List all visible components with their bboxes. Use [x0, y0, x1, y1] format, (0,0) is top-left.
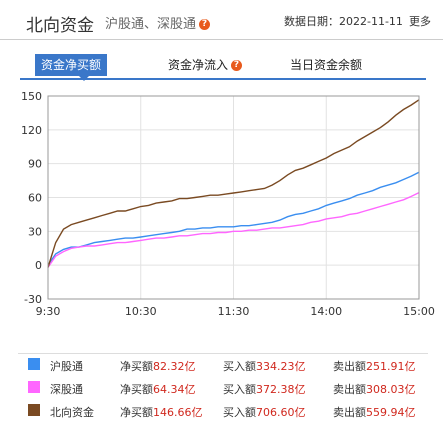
series-line: [47, 99, 420, 268]
subtitle-text: 沪股通、深股通: [105, 17, 197, 32]
x-tick-label: 9:30: [36, 305, 61, 318]
date-value: 2022-11-11: [339, 15, 403, 28]
x-tick-label: 10:30: [125, 305, 157, 318]
tab-bar: 资金净买额 资金净流入? 当日资金余额: [0, 54, 443, 78]
net-buy-value: 82.32亿: [153, 360, 196, 373]
x-axis-labels: 9:30 10:30 11:30 14:00 15:00: [36, 305, 435, 318]
legend-row-north: 北向资金 净买额146.66亿 买入额706.60亿 卖出额559.94亿: [18, 400, 428, 423]
tab-net-inflow[interactable]: 资金净流入?: [168, 54, 243, 76]
active-tab-pointer: [79, 76, 89, 81]
sell-value: 559.94亿: [366, 406, 416, 419]
y-tick-label: -30: [24, 293, 42, 306]
legend-row-sz: 深股通 净买额64.34亿 买入额372.38亿 卖出额308.03亿: [18, 377, 428, 400]
buy-amount: 买入额372.38亿: [223, 381, 306, 397]
y-tick-label: 150: [21, 90, 42, 103]
x-tick-label: 15:00: [403, 305, 435, 318]
sell-value: 308.03亿: [366, 383, 416, 396]
net-buy-label: 净买额: [120, 406, 153, 419]
sell-value: 251.91亿: [366, 360, 416, 373]
net-buy-value: 146.66亿: [153, 406, 203, 419]
buy-value: 372.38亿: [256, 383, 306, 396]
date-label: 数据日期：: [284, 15, 339, 28]
sell-label: 卖出额: [333, 383, 366, 396]
y-tick-label: 0: [35, 259, 42, 272]
net-buy-label: 净买额: [120, 383, 153, 396]
legend-swatch: [28, 358, 40, 370]
net-buy-label: 净买额: [120, 360, 153, 373]
series-lines: [47, 99, 420, 268]
sell-amount: 卖出额251.91亿: [333, 358, 416, 374]
legend-swatch: [28, 381, 40, 393]
y-tick-label: 90: [28, 158, 42, 171]
tab-daily-balance[interactable]: 当日资金余额: [290, 58, 363, 72]
legend-name: 深股通: [50, 383, 83, 396]
help-icon[interactable]: ?: [199, 19, 211, 30]
y-tick-label: 30: [28, 225, 42, 238]
buy-value: 334.23亿: [256, 360, 306, 373]
data-date: 数据日期：2022-11-11: [284, 13, 403, 29]
subtitle: 沪股通、深股通?: [105, 13, 211, 32]
buy-amount: 买入额706.60亿: [223, 404, 306, 420]
help-icon[interactable]: ?: [231, 60, 243, 71]
buy-label: 买入额: [223, 406, 256, 419]
series-line: [47, 191, 420, 268]
line-chart: 150 120 90 60 30 0 -30 9:30 10:30 11:30 14:00 15:0…: [21, 90, 435, 318]
buy-value: 706.60亿: [256, 406, 306, 419]
y-tick-label: 120: [21, 124, 42, 137]
buy-amount: 买入额334.23亿: [223, 358, 306, 374]
tab-underline: [20, 78, 426, 80]
plot-frame: [47, 95, 420, 300]
buy-label: 买入额: [223, 383, 256, 396]
net-buy: 净买额64.34亿: [120, 381, 196, 397]
y-tick-label: 60: [28, 192, 42, 205]
sell-amount: 卖出额308.03亿: [333, 381, 416, 397]
sell-label: 卖出额: [333, 360, 366, 373]
more-link[interactable]: 更多: [409, 15, 431, 28]
sell-label: 卖出额: [333, 406, 366, 419]
legend-swatch: [28, 404, 40, 416]
legend-name: 沪股通: [50, 360, 83, 373]
page-title: 北向资金: [26, 16, 94, 36]
header: 北向资金 沪股通、深股通? 数据日期：2022-11-11 更多: [0, 0, 443, 40]
legend-name: 北向资金: [50, 406, 94, 419]
buy-label: 买入额: [223, 360, 256, 373]
legend-row-sh: 沪股通 净买额82.32亿 买入额334.23亿 卖出额251.91亿: [18, 354, 428, 377]
series-line: [47, 171, 420, 266]
tab-net-buy[interactable]: 资金净买额: [35, 54, 108, 76]
x-tick-label: 14:00: [310, 305, 342, 318]
legend: 沪股通 净买额82.32亿 买入额334.23亿 卖出额251.91亿 深股通 …: [18, 353, 428, 423]
tab-net-inflow-label: 资金净流入: [168, 58, 229, 72]
net-buy-value: 64.34亿: [153, 383, 196, 396]
sell-amount: 卖出额559.94亿: [333, 404, 416, 420]
net-buy: 净买额146.66亿: [120, 404, 203, 420]
chart-grid: [47, 95, 420, 300]
y-axis-labels: 150 120 90 60 30 0 -30: [21, 90, 42, 306]
net-buy: 净买额82.32亿: [120, 358, 196, 374]
x-tick-label: 11:30: [218, 305, 250, 318]
